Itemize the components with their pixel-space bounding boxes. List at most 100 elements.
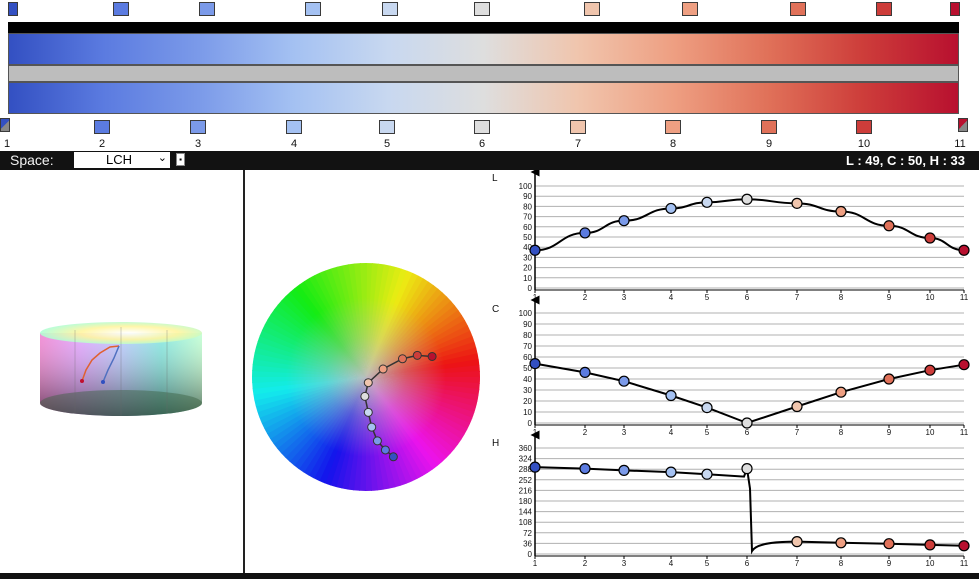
wheel-path-point[interactable]: [360, 391, 370, 401]
space-select[interactable]: LCH ⌄: [74, 152, 170, 168]
ramp-index-label: 8: [669, 138, 677, 150]
ramp-gradient-top[interactable]: [8, 33, 959, 65]
chart-data-point[interactable]: [665, 202, 677, 215]
wheel-path-point[interactable]: [397, 354, 407, 364]
chart-data-point[interactable]: [883, 373, 895, 385]
chart-data-point[interactable]: [529, 358, 541, 370]
chart-x-tick: 11: [960, 428, 969, 437]
chart-y-tick: 72: [523, 529, 532, 538]
chart-y-tick: 144: [519, 508, 533, 517]
chart-data-point[interactable]: [579, 463, 591, 475]
chart-data-point[interactable]: [835, 537, 847, 549]
wheel-path-point[interactable]: [388, 452, 398, 462]
chart-data-point[interactable]: [579, 366, 591, 378]
chart-data-point[interactable]: [958, 540, 970, 552]
chart-y-tick: 360: [519, 444, 533, 453]
chart-L-label: L: [492, 173, 498, 184]
bottom-border: [0, 573, 979, 579]
chart-y-tick: 30: [523, 386, 532, 395]
chart-y-tick: 0: [528, 284, 533, 293]
top-control-point[interactable]: [199, 2, 215, 16]
ramp-start-swatch-top[interactable]: [8, 2, 18, 16]
bottom-control-point[interactable]: [286, 120, 302, 134]
wheel-path-point[interactable]: [372, 436, 382, 446]
lch-cylinder-view[interactable]: [0, 170, 243, 573]
ramp-index-label: 4: [290, 138, 298, 150]
chart-data-point[interactable]: [529, 461, 541, 473]
chart-y-tick: 40: [523, 375, 532, 384]
hue-wheel: [252, 263, 480, 491]
ramp-start-swatch-bottom[interactable]: [0, 118, 10, 132]
chart-x-tick: 4: [669, 428, 674, 437]
wheel-path-point[interactable]: [363, 378, 373, 388]
chart-data-point[interactable]: [924, 539, 936, 551]
chart-x-tick: 3: [622, 428, 627, 437]
chart-data-point[interactable]: [791, 536, 803, 548]
chart-x-tick: 11: [960, 559, 969, 568]
bottom-control-point[interactable]: [665, 120, 681, 134]
chart-data-point[interactable]: [883, 220, 895, 232]
wheel-color-path: [360, 350, 437, 462]
bottom-control-point[interactable]: [474, 120, 490, 134]
wheel-path-point[interactable]: [380, 445, 390, 455]
chart-data-point[interactable]: [701, 196, 713, 208]
wheel-path-point[interactable]: [367, 422, 377, 432]
chevron-down-icon: ⌄: [157, 152, 167, 164]
chart-data-point[interactable]: [958, 359, 970, 371]
chart-y-tick: 10: [523, 408, 532, 417]
bottom-control-point[interactable]: [94, 120, 110, 134]
chart-data-point[interactable]: [618, 215, 630, 227]
top-control-point[interactable]: [790, 2, 806, 16]
chart-data-point[interactable]: [579, 227, 591, 239]
top-control-point[interactable]: [305, 2, 321, 16]
chart-data-point[interactable]: [618, 375, 630, 387]
top-control-point[interactable]: [474, 2, 490, 16]
chart-data-point[interactable]: [665, 466, 677, 478]
top-control-point[interactable]: [382, 2, 398, 16]
chart-data-point[interactable]: [701, 468, 713, 480]
chart-data-point[interactable]: [701, 402, 713, 414]
chart-data-point[interactable]: [835, 386, 847, 398]
space-options-button[interactable]: ▪: [176, 153, 185, 166]
chart-data-point[interactable]: [665, 389, 677, 402]
chart-data-point[interactable]: [883, 538, 895, 550]
wheel-path-point[interactable]: [427, 351, 437, 361]
chart-data-point[interactable]: [791, 197, 803, 209]
chart-data-point[interactable]: [741, 417, 753, 429]
chart-data-point[interactable]: [618, 464, 630, 476]
ramp-gradient-bottom[interactable]: [8, 82, 959, 114]
ramp-end-swatch-top[interactable]: [950, 2, 960, 16]
wheel-path-point[interactable]: [378, 364, 388, 374]
ramp-end-swatch-bottom[interactable]: [958, 118, 968, 132]
chart-data-point[interactable]: [958, 244, 970, 256]
chart-data-point[interactable]: [791, 400, 803, 413]
chart-y-tick: 60: [523, 353, 532, 362]
chart-x-tick: 1: [533, 559, 538, 568]
chart-data-point[interactable]: [741, 463, 753, 475]
bottom-control-point[interactable]: [190, 120, 206, 134]
chart-data-point[interactable]: [741, 193, 753, 205]
bottom-control-point[interactable]: [379, 120, 395, 134]
chart-data-point[interactable]: [835, 205, 847, 218]
chart-data-point[interactable]: [529, 244, 541, 256]
top-control-point[interactable]: [682, 2, 698, 16]
top-control-point[interactable]: [113, 2, 129, 16]
chart-y-tick: 36: [523, 539, 532, 548]
chart-y-tick: 40: [523, 243, 532, 252]
bottom-control-point[interactable]: [570, 120, 586, 134]
chart-data-point[interactable]: [924, 364, 936, 376]
bottom-control-point[interactable]: [856, 120, 872, 134]
top-control-point[interactable]: [876, 2, 892, 16]
hue-wheel-view[interactable]: [245, 170, 485, 573]
chart-data-point[interactable]: [924, 232, 936, 244]
wheel-path-point[interactable]: [363, 407, 373, 417]
top-control-point[interactable]: [584, 2, 600, 16]
chart-y-tick: 10: [523, 274, 532, 283]
chart-y-tick: 100: [519, 182, 533, 191]
bottom-control-point[interactable]: [761, 120, 777, 134]
wheel-path-point[interactable]: [412, 350, 422, 360]
